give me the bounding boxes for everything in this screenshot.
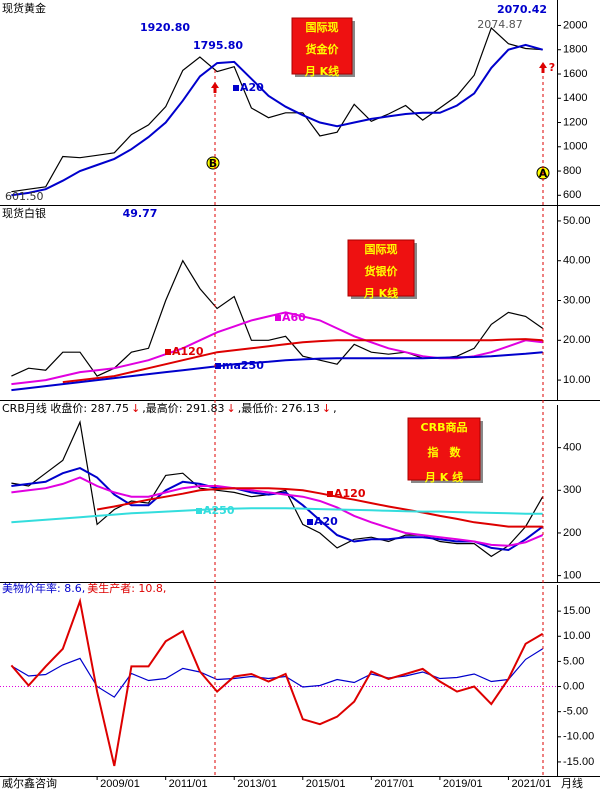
panel-title: 现货黄金: [2, 1, 46, 15]
annotation: 601.50: [5, 190, 44, 203]
box-text: 货金价: [305, 42, 340, 56]
x-tick-label: 2015/01: [306, 778, 346, 790]
header-text: ↓: [131, 402, 140, 415]
footer-right: 月线: [561, 776, 583, 790]
y-tick-label: 1000: [563, 141, 587, 153]
y-tick-label: 1800: [563, 44, 587, 56]
x-tick-label: 2013/01: [237, 778, 277, 790]
annotation: 49.77: [123, 207, 158, 220]
y-tick-label: 15.00: [563, 605, 591, 617]
series-label: A120: [334, 487, 366, 500]
title-bg: [0, 206, 48, 220]
annotation: 1795.80: [193, 39, 243, 52]
y-tick-label: 100: [563, 570, 581, 582]
box-text: 月 K线: [304, 64, 339, 78]
annotation-circle: [206, 156, 220, 170]
header-text: CRB月线 收盘价: 287.75: [2, 401, 129, 415]
annotation: ?: [549, 61, 555, 74]
y-tick-label: 200: [563, 527, 581, 539]
legend-swatch: [215, 363, 221, 369]
y-tick-label: 1600: [563, 68, 587, 80]
legend-swatch: [275, 315, 281, 321]
series-label: ma250: [222, 359, 264, 372]
series-line: [11, 420, 544, 558]
series-line: [62, 338, 543, 384]
marker-arrow: [539, 62, 547, 73]
x-tick-label: 2021/01: [511, 778, 551, 790]
header-text: 美物价年率: 8.6,: [2, 581, 85, 595]
box-text: 指 数: [428, 445, 462, 459]
y-tick-label: 0.00: [563, 680, 584, 692]
header-text: ↓: [322, 402, 331, 415]
box-text: 国际现: [365, 242, 398, 256]
box-text: 国际现: [306, 20, 339, 34]
series-line: [11, 351, 543, 392]
y-tick-label: 5.00: [563, 655, 584, 667]
legend-swatch: [233, 85, 239, 91]
header-text: ↓: [226, 402, 235, 415]
y-tick-label: 20.00: [563, 334, 591, 346]
y-tick-label: 600: [563, 189, 581, 201]
y-tick-label: 400: [563, 442, 581, 454]
series-line: [11, 43, 543, 197]
box: [347, 239, 415, 297]
series-line: [10, 597, 544, 767]
series-label: A20: [240, 81, 264, 94]
y-tick-label: 30.00: [563, 294, 591, 306]
series-line: [11, 507, 543, 524]
y-tick-label: 40.00: [563, 255, 591, 267]
y-tick-label: 800: [563, 165, 581, 177]
series-label: A60: [282, 311, 306, 324]
series-line: [11, 476, 544, 547]
box-text: 货银价: [364, 264, 399, 278]
series-label: A120: [172, 345, 204, 358]
legend-swatch: [196, 508, 202, 514]
y-tick-label: 50.00: [563, 215, 591, 227]
panel-title: 现货白银: [2, 206, 46, 220]
footer-left: 威尔鑫咨询: [2, 776, 57, 790]
x-tick-label: 2011/01: [169, 778, 208, 790]
legend-swatch: [327, 491, 333, 497]
box: [291, 17, 353, 75]
box: [407, 417, 481, 481]
x-tick-label: 2009/01: [100, 778, 140, 790]
header-text: ,最高价: 291.83: [142, 401, 224, 415]
y-tick-label: 2000: [563, 19, 587, 31]
box-text: CRB商品: [421, 420, 468, 434]
box-text: 月 K 线: [424, 470, 463, 484]
header-text: ,最低价: 276.13: [238, 402, 320, 415]
y-tick-label: 300: [563, 484, 581, 496]
y-tick-label: -15.00: [563, 756, 594, 768]
annotation: 2074.87: [477, 18, 523, 31]
legend-swatch: [165, 349, 171, 355]
y-tick-label: -10.00: [563, 731, 594, 743]
header-text: 美生产者: 10.8,: [87, 581, 166, 595]
annotation: 2070.42: [497, 3, 547, 16]
series-label: A20: [314, 515, 338, 528]
y-tick-label: 10.00: [563, 630, 591, 642]
title-bg: [0, 1, 48, 15]
series-line: [96, 487, 543, 528]
y-tick-label: -5.00: [563, 706, 588, 718]
header-text: ,: [333, 402, 337, 415]
y-tick-label: 1400: [563, 92, 587, 104]
y-tick-label: 10.00: [563, 374, 591, 386]
annotation: B: [209, 157, 217, 170]
y-tick-label: 1200: [563, 116, 587, 128]
marker-arrow: [211, 82, 219, 93]
x-tick-label: 2019/01: [443, 778, 483, 790]
annotation: 1920.80: [140, 21, 190, 34]
series-line: [11, 26, 543, 193]
x-tick-label: 2017/01: [374, 778, 414, 790]
series-label: A250: [203, 504, 235, 517]
box-text: 月 K线: [363, 286, 398, 300]
legend-swatch: [307, 519, 313, 525]
